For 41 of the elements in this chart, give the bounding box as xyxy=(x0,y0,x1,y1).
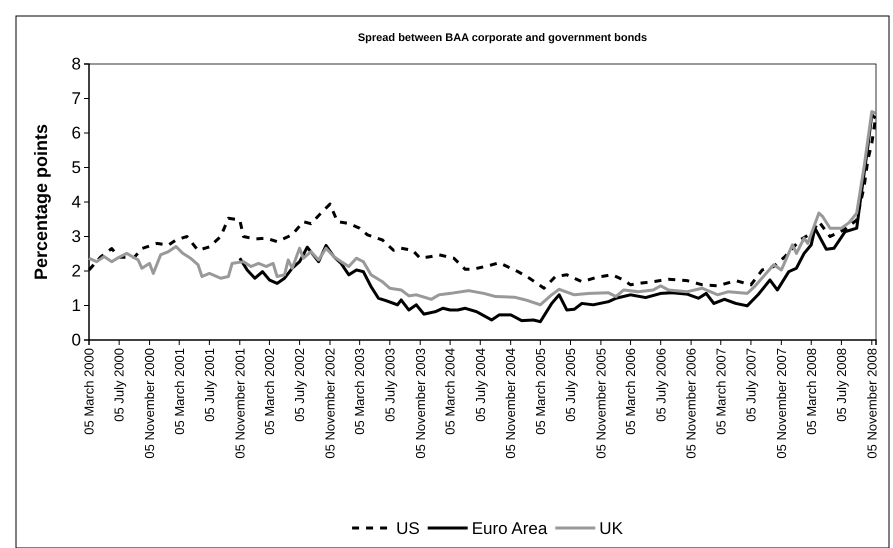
y-tick-label: 5 xyxy=(72,158,81,177)
x-tick-label: 05 November 2006 xyxy=(684,348,699,459)
y-tick-label: 0 xyxy=(72,330,81,350)
x-tick-label: 05 March 2008 xyxy=(804,348,819,435)
x-tick-label: 05 November 2003 xyxy=(412,348,428,459)
x-tick-label: 05 March 2006 xyxy=(623,348,638,435)
x-tick-label: 05 March 2000 xyxy=(82,348,97,435)
y-tick-label: 6 xyxy=(72,123,81,142)
x-tick-label: 05 July 2008 xyxy=(834,348,849,422)
x-tick-label: 05 July 2000 xyxy=(112,348,127,422)
x-tick-label: 05 July 2005 xyxy=(563,348,578,422)
x-tick-label: 05 March 2002 xyxy=(262,348,277,435)
x-tick-label: 05 March 2007 xyxy=(713,348,728,435)
y-tick-label: 2 xyxy=(72,261,81,280)
x-tick-label: 05 July 2004 xyxy=(472,348,488,422)
legend-label: Euro Area xyxy=(472,519,548,538)
x-tick-label: 05 November 2001 xyxy=(232,348,248,459)
x-tick-label: 05 March 2001 xyxy=(172,348,187,435)
x-tick-label: 05 November 2008 xyxy=(864,348,880,459)
y-tick-label: 8 xyxy=(72,54,81,74)
x-tick-label: 05 July 2003 xyxy=(382,348,398,422)
x-tick-label: 05 November 2004 xyxy=(503,348,518,459)
y-tick-label: 7 xyxy=(72,88,81,108)
y-tick-label: 4 xyxy=(72,192,81,212)
x-tick-label: 05 November 2000 xyxy=(142,348,158,459)
x-tick-label: 05 November 2007 xyxy=(774,348,789,459)
x-tick-label: 05 July 2001 xyxy=(202,348,217,422)
y-axis-title: Percentage points xyxy=(31,124,51,280)
x-tick-label: 05 March 2004 xyxy=(442,348,458,435)
x-tick-label: 05 July 2006 xyxy=(653,348,668,422)
x-tick-label: 05 July 2007 xyxy=(743,348,758,422)
chart-title: Spread between BAA corporate and government bonds xyxy=(358,32,648,44)
x-tick-label: 05 March 2005 xyxy=(532,348,548,435)
legend-label: UK xyxy=(599,519,624,538)
legend-label: US xyxy=(396,519,420,538)
x-tick-label: 05 March 2003 xyxy=(352,348,368,435)
x-tick-label: 05 November 2002 xyxy=(322,348,338,459)
x-tick-label: 05 July 2002 xyxy=(292,348,308,422)
y-tick-label: 3 xyxy=(72,226,81,246)
x-tick-label: 05 November 2005 xyxy=(593,348,608,459)
y-tick-label: 1 xyxy=(72,296,81,315)
